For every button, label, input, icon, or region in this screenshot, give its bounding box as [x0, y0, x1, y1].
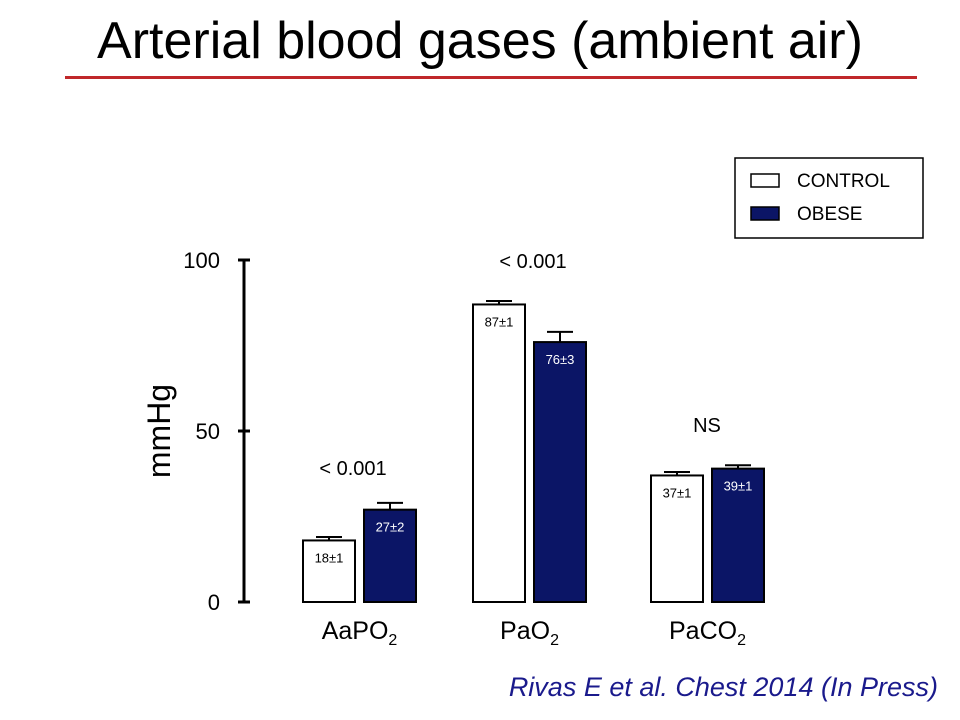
bar-control-pao	[472, 303, 526, 603]
y-tick-label-50: 50	[196, 419, 220, 444]
legend-swatch-control	[750, 173, 780, 188]
legend-swatch-obese	[750, 206, 780, 221]
title-underline	[65, 76, 917, 79]
data-label: 27±2	[376, 520, 405, 535]
legend-box	[734, 157, 924, 239]
significance-label: NS	[693, 415, 721, 437]
x-category-label: PaCO2	[669, 617, 746, 649]
data-label: 87±1	[485, 314, 514, 329]
page-title: Arterial blood gases (ambient air)	[97, 12, 863, 70]
bar-obese-pao	[533, 341, 587, 603]
bar-obese-paco	[711, 467, 765, 603]
y-axis-label: mmHg	[141, 384, 177, 478]
data-label: 18±1	[315, 550, 344, 565]
citation: Rivas E et al. Chest 2014 (In Press)	[508, 672, 938, 702]
y-tick-label-0: 0	[208, 590, 220, 615]
data-label: 76±3	[546, 352, 575, 367]
significance-label: < 0.001	[499, 251, 566, 273]
data-label: 39±1	[724, 479, 753, 494]
y-tick-label-100: 100	[183, 248, 220, 273]
significance-label: < 0.001	[319, 458, 386, 480]
x-category-label: PaO2	[500, 617, 559, 649]
legend-label-control: CONTROL	[797, 171, 890, 192]
bar-control-paco	[650, 474, 704, 603]
legend-label-obese: OBESE	[797, 204, 862, 225]
x-category-label: AaPO2	[322, 617, 398, 649]
data-label: 37±1	[663, 485, 692, 500]
